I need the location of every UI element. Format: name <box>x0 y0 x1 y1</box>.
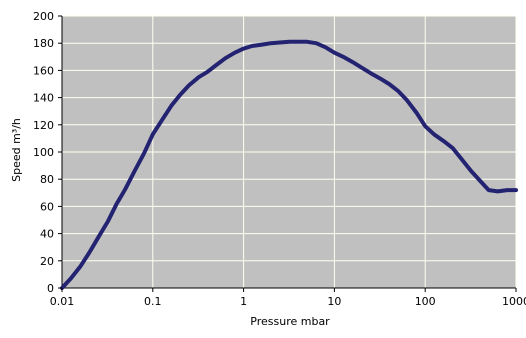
x-tick-label: 1 <box>240 295 247 308</box>
series-line <box>60 39 518 290</box>
y-tick-label: 120 <box>33 119 54 132</box>
y-tick-label: 180 <box>33 37 54 50</box>
y-tick-label: 80 <box>40 173 54 186</box>
y-tick-label: 100 <box>33 146 54 159</box>
tick-labels: 0 20 40 60 80 100 120 140 160 180 200 0.01 0.1 1 10 100… <box>33 10 526 308</box>
y-tick-label: 40 <box>40 228 54 241</box>
y-tick-label: 140 <box>33 92 54 105</box>
y-tick-label: 160 <box>33 64 54 77</box>
y-tick-label: 0 <box>47 282 54 295</box>
x-axis-label: Pressure mbar <box>250 315 330 328</box>
x-tick-label: 1000 <box>502 295 526 308</box>
x-tick-label: 0.1 <box>144 295 162 308</box>
x-tick-label: 10 <box>327 295 341 308</box>
x-tick-label: 100 <box>415 295 436 308</box>
y-axis-label: Speed m³/h <box>10 118 23 182</box>
y-tick-label: 20 <box>40 255 54 268</box>
x-tick-label: 0.01 <box>50 295 75 308</box>
plot-area <box>60 15 518 290</box>
y-tick-label: 200 <box>33 10 54 23</box>
y-tick-label: 60 <box>40 200 54 213</box>
